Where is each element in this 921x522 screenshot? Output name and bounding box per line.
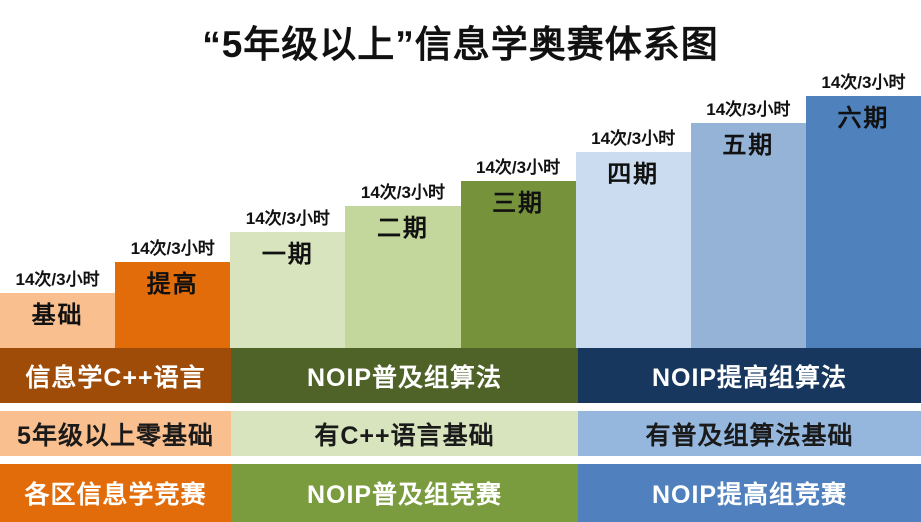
session-count-label: 14次/3小时: [360, 183, 445, 202]
staircase-step-4: 二期: [345, 206, 461, 348]
step-name-label: 基础: [31, 302, 84, 329]
band-prerequisite-cell-1: 5年级以上零基础: [0, 411, 231, 456]
staircase-step-5: 三期: [460, 181, 576, 348]
staircase-step-8: 六期: [805, 96, 921, 348]
step-name-label: 五期: [722, 132, 775, 159]
staircase-step-7: 五期: [690, 123, 806, 348]
session-count-label: 14次/3小时: [706, 100, 791, 119]
staircase-step-3: 一期: [230, 232, 346, 348]
step-name-label: 二期: [376, 215, 429, 242]
step-name-label: 三期: [492, 190, 545, 217]
page-title: “5年级以上”信息学奥赛体系图: [202, 24, 719, 65]
staircase-step-2: 提高: [115, 262, 231, 348]
band-course-cell-3: NOIP提高组算法: [578, 348, 921, 403]
step-name-label: 四期: [607, 161, 660, 188]
band-competition-cell-3: NOIP提高组竞赛: [578, 464, 921, 522]
band-course-cell-1: 信息学C++语言: [0, 348, 231, 403]
band-prerequisite-cell-3: 有普及组算法基础: [578, 411, 921, 456]
session-count-label: 14次/3小时: [245, 209, 330, 228]
step-name-label: 一期: [261, 241, 314, 268]
band-course-cell-2: NOIP普及组算法: [231, 348, 578, 403]
band-competition-cell-2: NOIP普及组竞赛: [231, 464, 578, 522]
session-count-label: 14次/3小时: [821, 73, 906, 92]
session-count-label: 14次/3小时: [15, 270, 100, 289]
staircase-step-1: 基础: [0, 293, 116, 348]
session-count-label: 14次/3小时: [130, 239, 215, 258]
step-name-label: 六期: [837, 105, 890, 132]
band-competition-cell-1: 各区信息学竞赛: [0, 464, 231, 522]
staircase-step-6: 四期: [575, 152, 691, 348]
session-count-label: 14次/3小时: [476, 158, 561, 177]
step-name-label: 提高: [146, 271, 199, 298]
band-prerequisite-cell-2: 有C++语言基础: [231, 411, 578, 456]
session-count-label: 14次/3小时: [591, 129, 676, 148]
